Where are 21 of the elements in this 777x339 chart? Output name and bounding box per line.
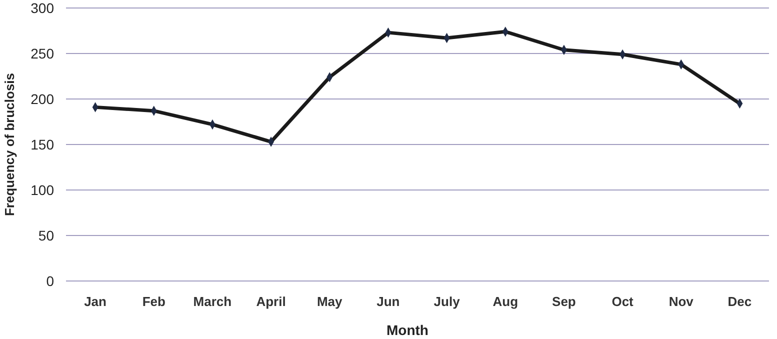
x-tick-label: Dec: [728, 294, 752, 309]
x-tick-label: Aug: [492, 294, 518, 309]
y-tick-label: 50: [38, 227, 54, 244]
y-axis-title: Frequency of bruclosis: [2, 72, 17, 216]
x-tick-label: Nov: [668, 294, 694, 309]
x-tick-label: Oct: [612, 294, 634, 309]
x-tick-label: March: [193, 294, 232, 309]
x-axis-title: Month: [386, 322, 428, 338]
x-tick-label: Feb: [142, 294, 166, 309]
y-tick-label: 100: [30, 182, 54, 198]
y-tick-label: 250: [30, 45, 54, 62]
y-tick-label: 200: [30, 90, 54, 107]
y-tick-label: 150: [30, 136, 54, 152]
x-tick-label: April: [256, 294, 286, 309]
x-tick-label: Jun: [376, 294, 400, 309]
x-tick-label: Jan: [84, 294, 107, 309]
x-tick-label: May: [316, 294, 344, 309]
y-tick-label: 300: [30, 0, 54, 16]
y-tick-label: 0: [46, 272, 54, 289]
x-tick-label: July: [434, 294, 461, 309]
x-tick-label: Sep: [552, 294, 576, 309]
